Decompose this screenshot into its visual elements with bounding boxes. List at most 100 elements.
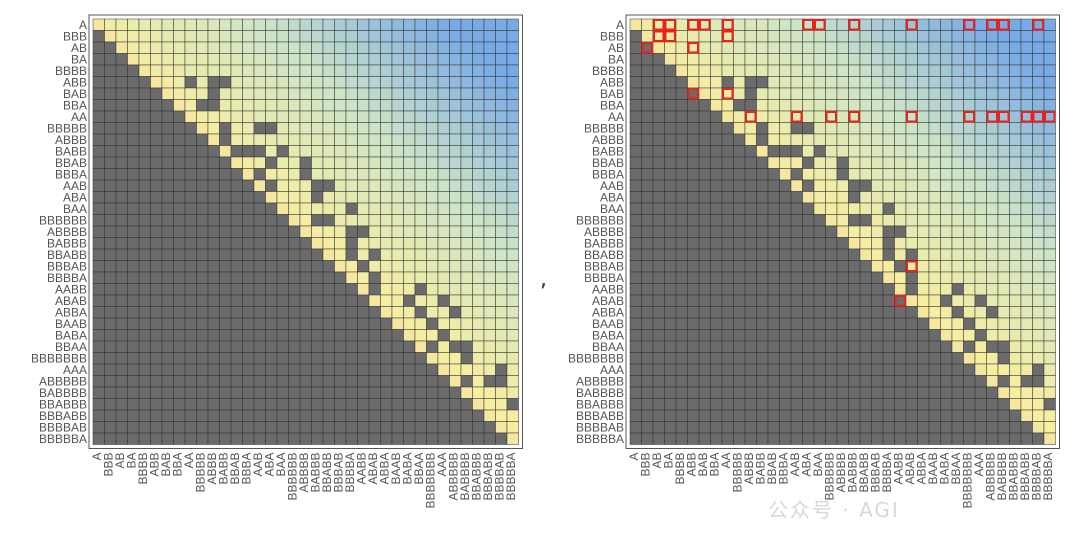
heatmap-cell — [403, 156, 416, 169]
heatmap-cell — [928, 260, 941, 273]
heatmap-cell — [790, 271, 803, 284]
heatmap-cell — [974, 179, 987, 192]
highlighted-cell — [687, 19, 699, 31]
heatmap-cell — [357, 225, 370, 238]
heatmap-cell — [882, 421, 895, 434]
heatmap-cell — [836, 202, 849, 215]
heatmap-cell — [92, 191, 105, 204]
heatmap-cell — [196, 156, 209, 169]
heatmap-cell — [391, 30, 404, 43]
heatmap-cell — [276, 76, 289, 89]
heatmap-cell — [813, 99, 826, 112]
heatmap-cell — [253, 352, 266, 365]
heatmap-cell — [150, 99, 163, 112]
heatmap-cell — [963, 191, 976, 204]
heatmap-cell — [127, 30, 140, 43]
heatmap-cell — [790, 87, 803, 100]
heatmap-cell — [219, 271, 232, 284]
heatmap-cell — [426, 168, 439, 181]
heatmap-cell — [974, 225, 987, 238]
heatmap-cell — [391, 225, 404, 238]
heatmap-cell — [161, 122, 174, 135]
heatmap-cell — [1043, 432, 1056, 445]
heatmap-cell — [940, 202, 953, 215]
heatmap-cell — [951, 179, 964, 192]
heatmap-cell — [138, 225, 151, 238]
heatmap-cell — [345, 409, 358, 422]
heatmap-cell — [460, 202, 473, 215]
heatmap-cell — [779, 30, 792, 43]
heatmap-cell — [391, 41, 404, 54]
heatmap-cell — [894, 421, 907, 434]
heatmap-cell — [92, 421, 105, 434]
row-tick-label: ABBBB — [584, 225, 624, 239]
heatmap-cell — [767, 363, 780, 376]
heatmap-cell — [495, 53, 508, 66]
heatmap-cell — [150, 260, 163, 273]
heatmap-cell — [127, 329, 140, 342]
col-tick-label: BBBBBA — [504, 453, 518, 501]
row-tick-label: BBAB — [55, 156, 87, 170]
heatmap-cell — [744, 168, 757, 181]
heatmap-cell — [357, 283, 370, 296]
heatmap-cell — [322, 260, 335, 273]
heatmap-cell — [836, 260, 849, 273]
heatmap-cell — [641, 375, 654, 388]
heatmap-cell — [161, 76, 174, 89]
heatmap-cell — [460, 225, 473, 238]
heatmap-cell — [664, 122, 677, 135]
heatmap-cell — [230, 133, 243, 146]
heatmap-cell — [721, 156, 734, 169]
heatmap-cell — [449, 329, 462, 342]
heatmap-cell — [265, 306, 278, 319]
heatmap-cell — [368, 30, 381, 43]
heatmap-cell — [253, 64, 266, 77]
heatmap-cell — [92, 156, 105, 169]
heatmap-cell — [675, 352, 688, 365]
heatmap-cell — [905, 145, 918, 158]
heatmap-cell — [756, 363, 769, 376]
heatmap-cell — [1032, 363, 1045, 376]
heatmap-cell — [756, 76, 769, 89]
heatmap-cell — [756, 271, 769, 284]
heatmap-cell — [733, 306, 746, 319]
heatmap-cell — [756, 237, 769, 250]
heatmap-cell — [859, 340, 872, 353]
col-tick-label: ABB — [148, 453, 162, 477]
heatmap-cell — [403, 409, 416, 422]
heatmap-cell — [710, 340, 723, 353]
heatmap-cell — [403, 248, 416, 261]
heatmap-cell — [687, 237, 700, 250]
heatmap-cell — [472, 260, 485, 273]
heatmap-cell — [825, 122, 838, 135]
heatmap-cell — [115, 41, 128, 54]
heatmap-cell — [1009, 237, 1022, 250]
heatmap-cell — [871, 421, 884, 434]
heatmap-cell — [744, 133, 757, 146]
heatmap-cell — [652, 122, 665, 135]
heatmap-cell — [997, 64, 1010, 77]
heatmap-cell — [357, 363, 370, 376]
col-tick-label: BBBBB — [194, 453, 208, 493]
heatmap-cell — [380, 53, 393, 66]
heatmap-cell — [104, 398, 117, 411]
heatmap-cell — [652, 271, 665, 284]
heatmap-cell — [1020, 294, 1033, 307]
heatmap-cell — [368, 133, 381, 146]
heatmap-cell — [345, 110, 358, 123]
heatmap-cell — [698, 30, 711, 43]
heatmap-cell — [813, 421, 826, 434]
heatmap-cell — [322, 133, 335, 146]
heatmap-cell — [836, 133, 849, 146]
heatmap-cell — [92, 214, 105, 227]
heatmap-cell — [1020, 41, 1033, 54]
heatmap-cell — [871, 53, 884, 66]
heatmap-cell — [675, 122, 688, 135]
heatmap-cell — [391, 386, 404, 399]
heatmap-cell — [928, 179, 941, 192]
heatmap-cell — [299, 30, 312, 43]
heatmap-cell — [928, 294, 941, 307]
heatmap-cell — [506, 283, 519, 296]
heatmap-cell — [825, 202, 838, 215]
heatmap-cell — [848, 76, 861, 89]
